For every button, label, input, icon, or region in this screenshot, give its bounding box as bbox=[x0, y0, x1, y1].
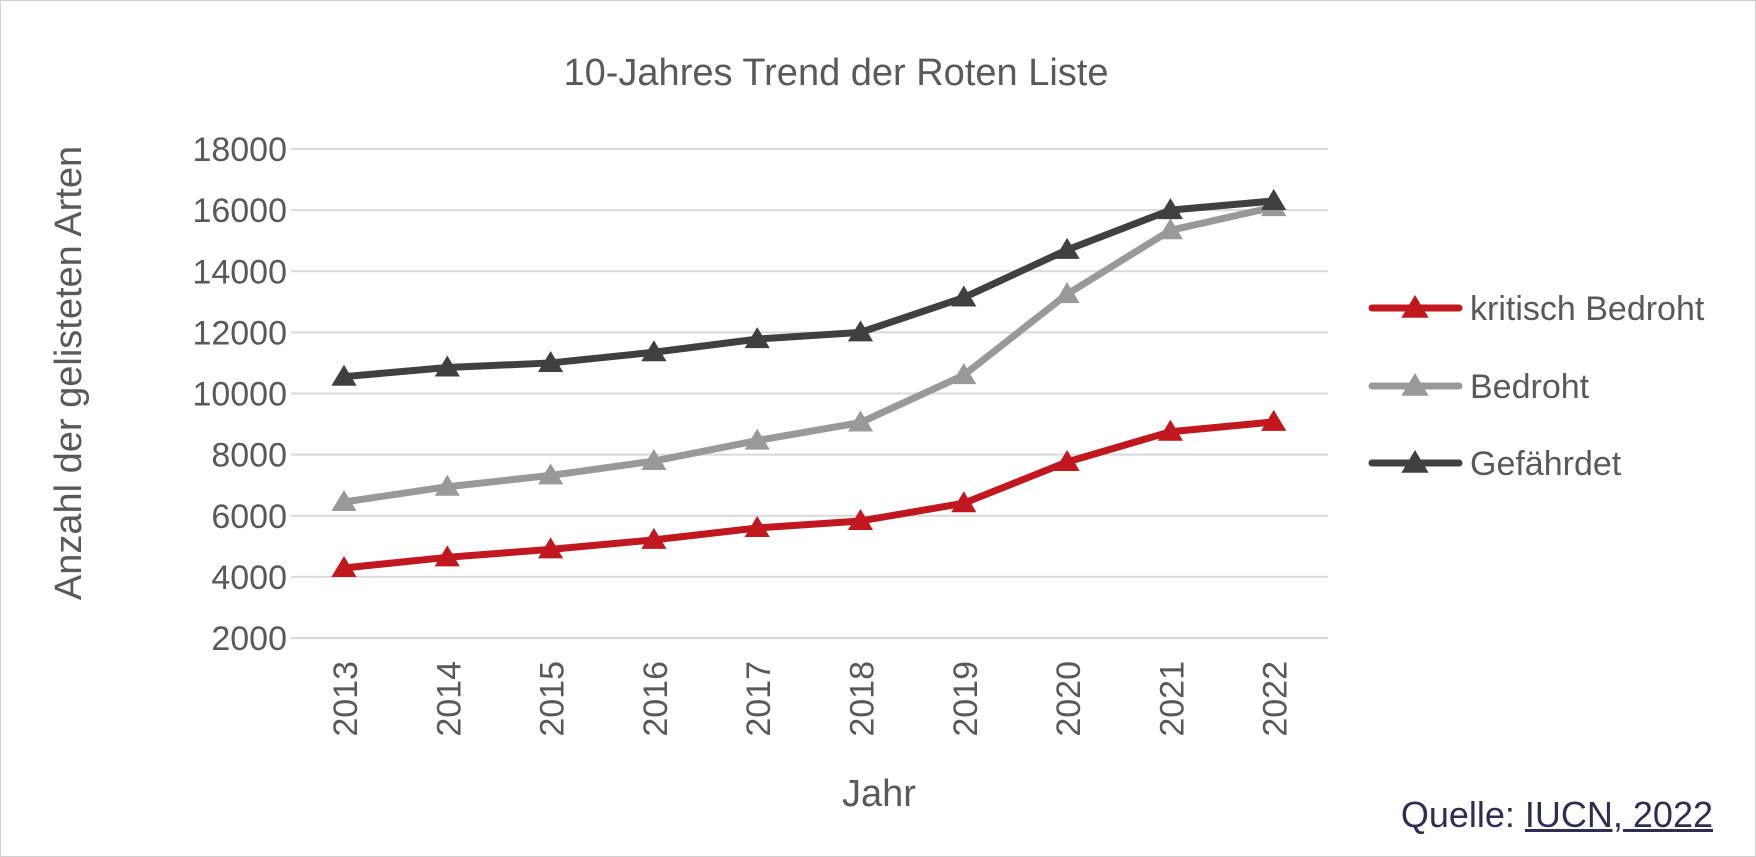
y-tick-labels: 2000 4000 6000 8000 10000 12000 14000 16000 1800… bbox=[192, 131, 287, 658]
data-point-marker bbox=[744, 327, 770, 349]
legend-item: Gefährdet bbox=[1368, 445, 1622, 483]
data-point-marker bbox=[744, 428, 770, 450]
x-tick-labels: 2013 2014 2015 2016 2017 2018 2019 2020 2021 2022 bbox=[327, 661, 1295, 737]
data-point-marker bbox=[951, 363, 977, 385]
x-tick-label: 2017 bbox=[740, 661, 778, 737]
x-tick-label: 2018 bbox=[844, 661, 882, 737]
y-tick-label: 2000 bbox=[211, 620, 287, 658]
y-tick-label: 4000 bbox=[211, 559, 287, 597]
data-point-marker bbox=[1054, 449, 1080, 471]
data-point-marker bbox=[538, 463, 564, 485]
data-point-marker bbox=[1261, 409, 1287, 431]
series-line bbox=[340, 197, 1278, 381]
x-tick-label: 2016 bbox=[637, 661, 675, 737]
data-point-marker bbox=[331, 556, 357, 578]
data-point-marker bbox=[847, 508, 874, 530]
legend-item: Bedroht bbox=[1368, 368, 1590, 406]
legend-marker bbox=[1401, 373, 1429, 396]
data-point-marker bbox=[331, 364, 357, 386]
data-point-marker bbox=[331, 489, 357, 511]
legend-marker bbox=[1401, 450, 1429, 473]
y-tick-label: 8000 bbox=[211, 437, 287, 475]
data-point-marker bbox=[641, 449, 667, 471]
legend-label: Bedroht bbox=[1470, 368, 1590, 406]
y-tick-label: 18000 bbox=[192, 131, 287, 169]
y-axis-label: Anzahl der gelisteten Arten bbox=[48, 146, 90, 600]
chart-title: 10-Jahres Trend der Roten Liste bbox=[564, 52, 1109, 94]
x-tick-label: 2014 bbox=[430, 661, 468, 737]
y-tick-label: 10000 bbox=[192, 376, 287, 414]
y-tick-label: 14000 bbox=[192, 253, 287, 291]
x-tick-label: 2022 bbox=[1257, 661, 1295, 737]
data-point-marker bbox=[744, 515, 770, 537]
data-point-marker bbox=[1054, 282, 1080, 304]
source-note: Quelle: IUCN, 2022 bbox=[1401, 794, 1713, 836]
source-link[interactable]: IUCN, 2022 bbox=[1524, 794, 1713, 835]
legend-label: Gefährdet bbox=[1470, 445, 1622, 483]
legend-label: kritisch Bedroht bbox=[1470, 290, 1705, 328]
y-tick-label: 6000 bbox=[211, 498, 287, 536]
y-tick-label: 12000 bbox=[192, 314, 287, 352]
data-point-marker bbox=[847, 320, 874, 342]
series-line bbox=[340, 203, 1278, 506]
series-1 bbox=[331, 195, 1287, 511]
data-point-marker bbox=[538, 537, 564, 559]
data-point-marker bbox=[1157, 419, 1183, 441]
data-point-marker bbox=[1157, 198, 1183, 220]
data-point-marker bbox=[641, 527, 667, 549]
data-point-marker bbox=[951, 285, 977, 307]
data-point-marker bbox=[538, 350, 564, 372]
legend: kritisch Bedroht Bedroht Gefährdet bbox=[1368, 290, 1705, 483]
legend-marker bbox=[1401, 295, 1429, 318]
x-tick-label: 2013 bbox=[327, 661, 365, 737]
data-point-marker bbox=[951, 491, 977, 513]
x-tick-label: 2015 bbox=[534, 661, 572, 737]
series-line bbox=[340, 418, 1278, 572]
x-tick-label: 2020 bbox=[1050, 661, 1088, 737]
legend-item: kritisch Bedroht bbox=[1368, 290, 1705, 328]
series-lines bbox=[331, 188, 1287, 578]
x-axis-label: Jahr bbox=[842, 773, 916, 815]
data-point-marker bbox=[434, 355, 460, 377]
x-tick-label: 2021 bbox=[1153, 661, 1191, 737]
data-point-marker bbox=[1157, 218, 1183, 240]
data-point-marker bbox=[434, 474, 460, 496]
source-label: Quelle: bbox=[1400, 794, 1515, 835]
y-tick-label: 16000 bbox=[192, 192, 287, 230]
data-point-marker bbox=[434, 545, 460, 567]
x-tick-label: 2019 bbox=[947, 661, 985, 737]
data-point-marker bbox=[1261, 188, 1287, 210]
series-0 bbox=[331, 409, 1287, 578]
data-point-marker bbox=[641, 340, 667, 362]
data-point-marker bbox=[1054, 237, 1080, 259]
data-point-marker bbox=[847, 410, 874, 432]
series-2 bbox=[331, 188, 1287, 386]
